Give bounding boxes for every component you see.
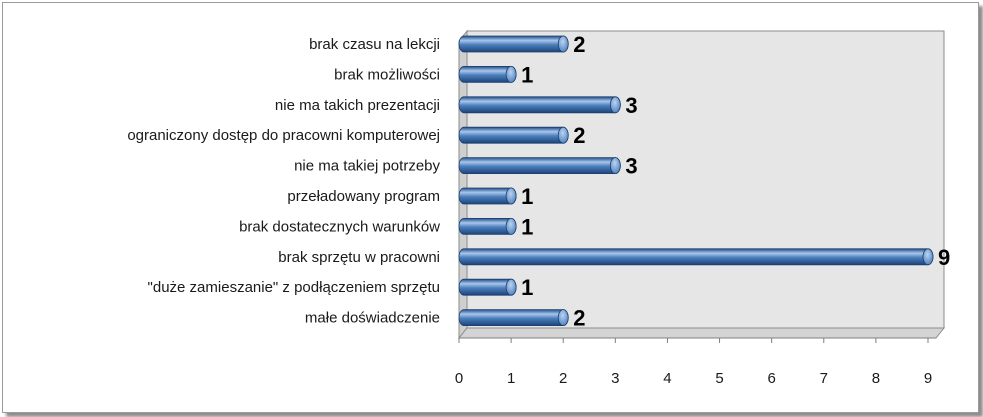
category-label: brak dostatecznych warunków bbox=[239, 218, 440, 235]
bar-body bbox=[458, 96, 621, 114]
bar-cap bbox=[609, 96, 621, 114]
x-tick-label: 4 bbox=[663, 370, 671, 387]
bar bbox=[458, 126, 569, 144]
x-tick-label: 5 bbox=[715, 370, 723, 387]
x-tick-label: 8 bbox=[872, 370, 880, 387]
bar bbox=[458, 35, 569, 53]
data-label: 2 bbox=[573, 306, 585, 331]
bar-cap bbox=[609, 157, 621, 175]
bar-cap bbox=[505, 66, 517, 83]
category-label: nie ma takiej potrzeby bbox=[294, 158, 440, 175]
bar-body bbox=[458, 126, 569, 144]
bar-body bbox=[458, 157, 621, 174]
data-label: 1 bbox=[521, 275, 533, 300]
data-labels: 2 1 3 2 3 1 1 9 1 2 bbox=[521, 32, 950, 331]
bar-cap bbox=[557, 309, 569, 327]
category-label: brak sprzętu w pracowni bbox=[278, 249, 440, 266]
floor bbox=[457, 327, 946, 339]
bar bbox=[458, 157, 621, 175]
bar-cap bbox=[505, 217, 517, 235]
x-tick-label: 7 bbox=[820, 370, 828, 387]
data-label: 1 bbox=[521, 214, 533, 239]
category-label: "duże zamieszanie" z podłączeniem sprzęt… bbox=[148, 279, 440, 296]
bar bbox=[458, 96, 621, 114]
bar bbox=[458, 217, 517, 235]
category-label: ograniczony dostęp do pracowni komputero… bbox=[127, 127, 440, 144]
category-label: brak czasu na lekcji bbox=[309, 36, 440, 53]
chart-frame: brak czasu na lekcji brak możliwości nie m… bbox=[2, 2, 979, 413]
category-label: małe doświadczenie bbox=[305, 310, 440, 327]
x-tick-label: 0 bbox=[455, 370, 463, 387]
data-label: 9 bbox=[938, 245, 950, 270]
category-labels: brak czasu na lekcji brak możliwości nie m… bbox=[127, 36, 440, 327]
bar-cap bbox=[557, 126, 569, 144]
x-tick-label: 1 bbox=[507, 370, 515, 387]
bar-body bbox=[458, 309, 569, 326]
bar-body bbox=[458, 248, 934, 266]
bar-cap bbox=[557, 35, 569, 53]
x-tick-label: 2 bbox=[559, 370, 567, 387]
bar-chart: brak czasu na lekcji brak możliwości nie m… bbox=[127, 29, 950, 387]
bar-body bbox=[458, 35, 569, 53]
bar-cap bbox=[505, 187, 517, 205]
category-label: nie ma takich prezentacji bbox=[275, 97, 440, 114]
bars-group bbox=[458, 35, 934, 327]
x-tick-labels: 0 1 2 3 4 5 6 7 8 9 bbox=[455, 370, 932, 387]
bar bbox=[458, 309, 569, 327]
data-label: 1 bbox=[521, 184, 533, 209]
category-label: brak możliwości bbox=[334, 66, 440, 83]
category-label: przeładowany program bbox=[287, 188, 440, 205]
data-label: 3 bbox=[625, 93, 637, 118]
bar bbox=[458, 248, 934, 266]
data-label: 1 bbox=[521, 62, 533, 87]
x-tick-label: 3 bbox=[611, 370, 619, 387]
data-label: 2 bbox=[573, 32, 585, 57]
data-label: 3 bbox=[625, 154, 637, 179]
bar-cap bbox=[922, 248, 934, 266]
data-label: 2 bbox=[573, 123, 585, 148]
x-tick-label: 6 bbox=[767, 370, 775, 387]
back-wall bbox=[466, 30, 945, 329]
bar bbox=[458, 66, 517, 83]
bar bbox=[458, 278, 517, 296]
x-tick-label: 9 bbox=[924, 370, 932, 387]
bar bbox=[458, 187, 517, 205]
bar-cap bbox=[505, 278, 517, 296]
